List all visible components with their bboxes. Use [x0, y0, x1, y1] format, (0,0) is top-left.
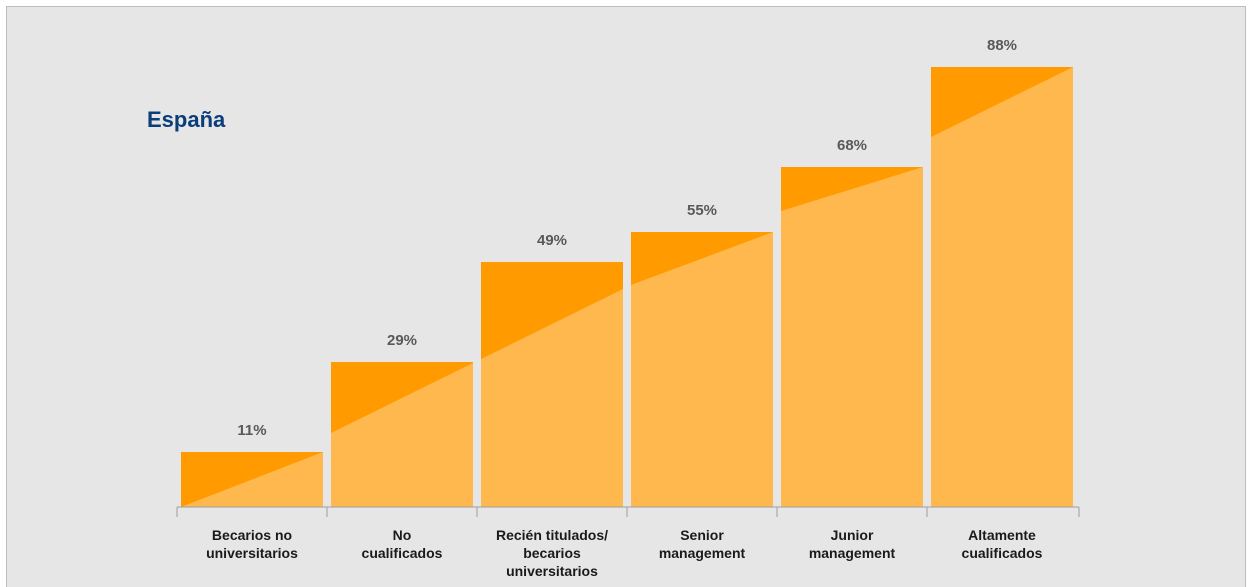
bar-shade-5: [931, 67, 1073, 507]
bar-shade-4: [781, 167, 923, 507]
value-label-1: 29%: [387, 332, 417, 349]
chart-title: España: [147, 107, 226, 132]
bar-shade-3: [631, 232, 773, 507]
bar-shade-1: [331, 362, 473, 507]
category-label-0: Becarios no universitarios: [206, 527, 298, 561]
category-label-3: Senior management: [659, 527, 746, 561]
category-label-5: Altamente cualificados: [962, 527, 1043, 561]
value-label-4: 68%: [837, 137, 867, 154]
bar-shade-2: [481, 288, 623, 507]
bar-shade-0: [181, 452, 323, 507]
value-label-3: 55%: [687, 202, 717, 219]
value-label-0: 11%: [237, 422, 266, 439]
category-label-4: Junior management: [809, 527, 896, 561]
category-label-1: No cualificados: [362, 527, 443, 561]
value-label-5: 88%: [987, 37, 1017, 54]
category-label-2: Recién titulados/becarios universitarios: [496, 527, 608, 579]
value-label-2: 49%: [537, 232, 567, 249]
